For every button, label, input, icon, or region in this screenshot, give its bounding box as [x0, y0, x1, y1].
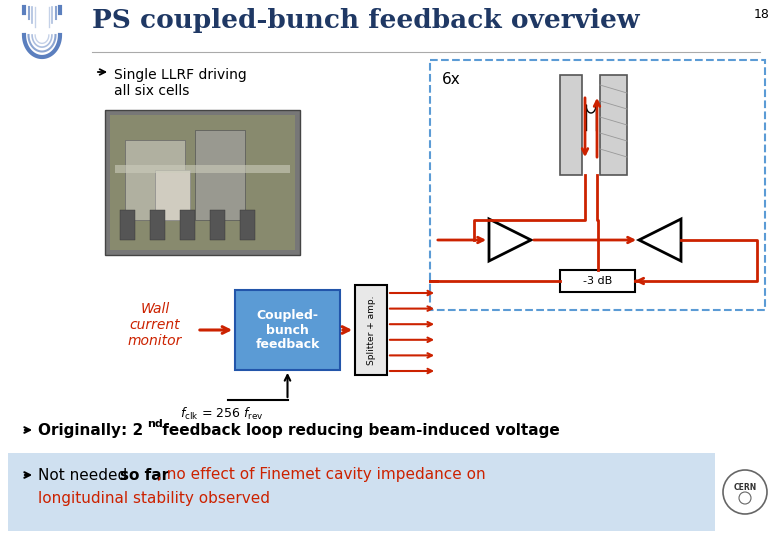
Text: 6x: 6x: [442, 72, 461, 87]
Text: Splitter + amp.: Splitter + amp.: [367, 295, 375, 364]
Bar: [430, 60, 765, 310]
Text: Not needed: Not needed: [38, 468, 132, 483]
Bar: [110, 115, 295, 250]
Text: longitudinal stability observed: longitudinal stability observed: [38, 491, 270, 507]
Bar: [8, 453, 715, 531]
Bar: [120, 210, 135, 240]
Text: Wall
current
monitor: Wall current monitor: [128, 302, 183, 348]
Text: nd: nd: [147, 419, 163, 429]
Text: 18: 18: [754, 8, 770, 21]
Bar: [600, 75, 627, 175]
Bar: [125, 140, 185, 220]
Bar: [355, 285, 387, 375]
Polygon shape: [489, 219, 531, 261]
Text: CERN: CERN: [733, 483, 757, 492]
Bar: [240, 210, 255, 240]
Bar: [155, 170, 190, 220]
Text: $f_{\rm clk}$ = 256 $f_{\rm rev}$: $f_{\rm clk}$ = 256 $f_{\rm rev}$: [180, 406, 264, 422]
Text: feedback loop reducing beam-induced voltage: feedback loop reducing beam-induced volt…: [157, 422, 560, 437]
Bar: [195, 130, 245, 220]
Bar: [235, 290, 340, 370]
Bar: [115, 165, 290, 173]
Bar: [210, 210, 225, 240]
Text: PS coupled-bunch feedback overview: PS coupled-bunch feedback overview: [92, 8, 640, 33]
Text: so far: so far: [120, 468, 169, 483]
Bar: [560, 75, 582, 175]
Text: Coupled-
bunch
feedback: Coupled- bunch feedback: [255, 308, 320, 352]
Bar: [150, 210, 165, 240]
Bar: [105, 110, 300, 255]
Bar: [560, 270, 635, 292]
Text: Single LLRF driving
all six cells: Single LLRF driving all six cells: [114, 68, 246, 98]
Bar: [180, 210, 195, 240]
Text: , no effect of Finemet cavity impedance on: , no effect of Finemet cavity impedance …: [157, 468, 486, 483]
Polygon shape: [639, 219, 681, 261]
Text: Originally: 2: Originally: 2: [38, 422, 144, 437]
Text: -3 dB: -3 dB: [583, 276, 612, 286]
